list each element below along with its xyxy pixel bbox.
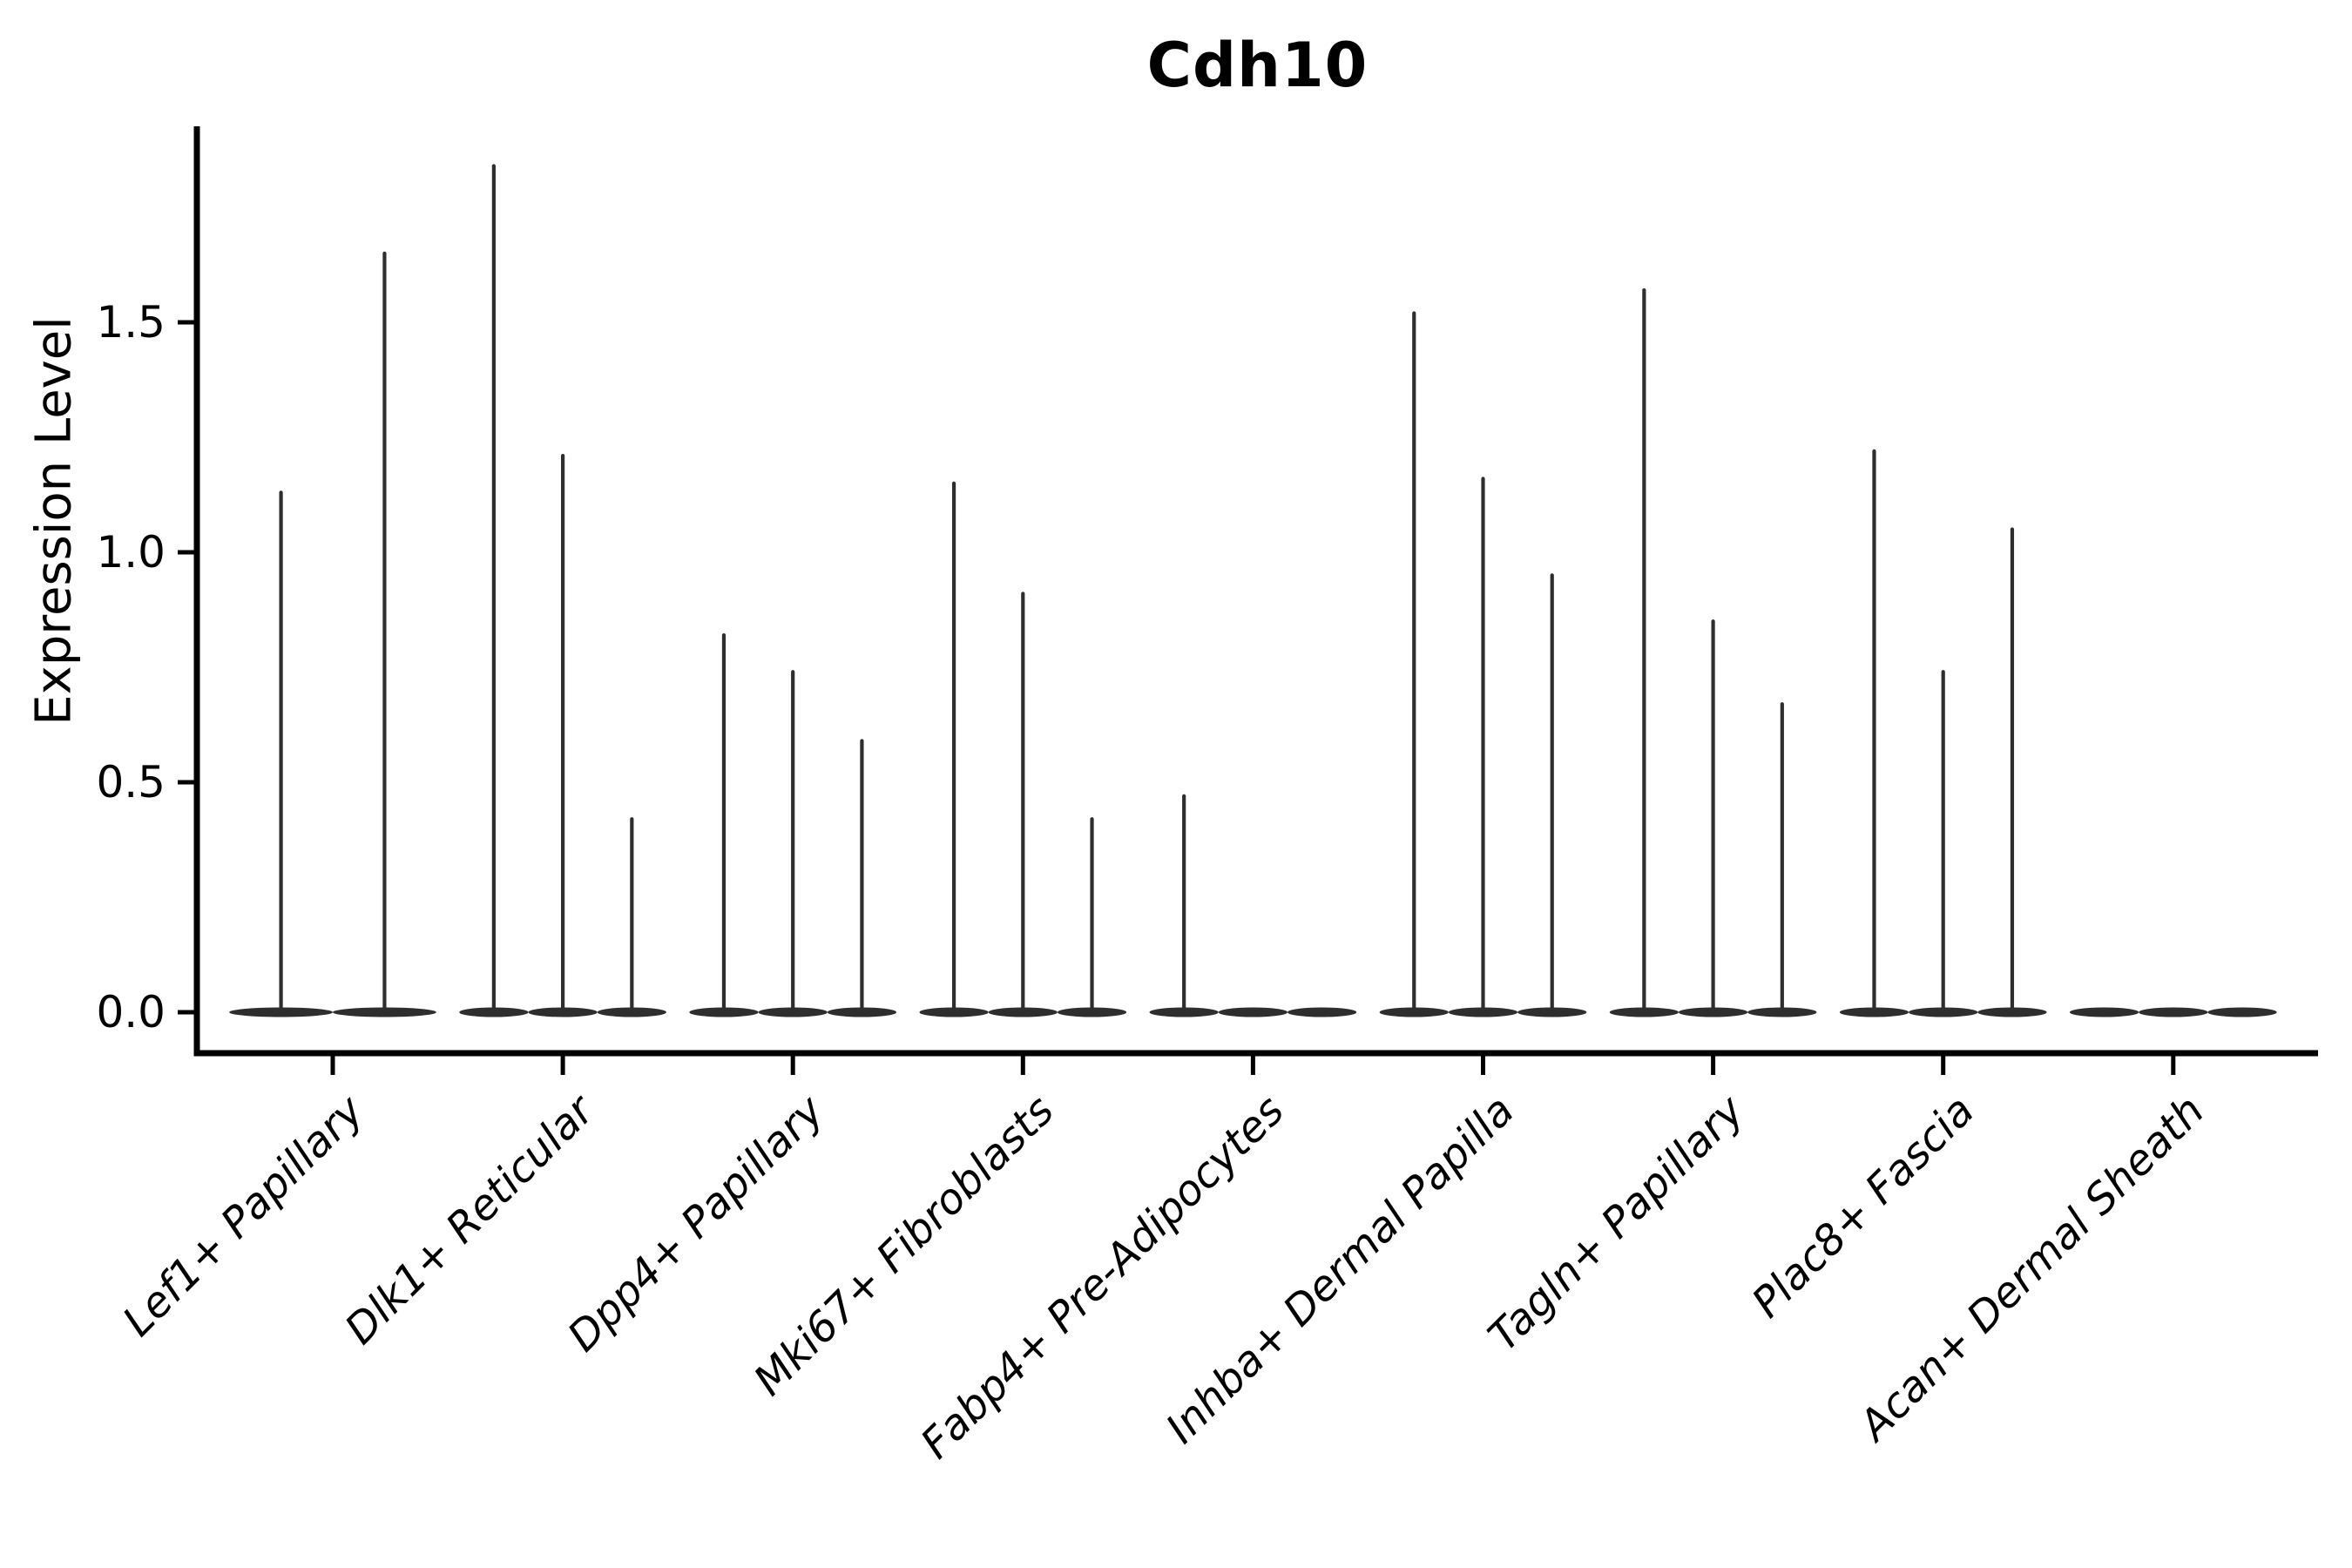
y-tick-label: 0.0: [96, 987, 166, 1037]
violin-body: [2069, 1007, 2139, 1017]
y-tick-label: 1.5: [96, 297, 166, 348]
x-tick-label: Dpp4+ Papillary: [558, 1085, 834, 1361]
x-tick-label: Dlk1+ Reticular: [335, 1085, 605, 1355]
y-tick-label: 0.5: [96, 757, 166, 808]
x-tick-label: Lef1+ Papillary: [113, 1085, 374, 1346]
plot-title: Cdh10: [1146, 30, 1369, 101]
y-tick-label: 1.0: [96, 527, 166, 578]
violin-body: [2139, 1007, 2208, 1017]
violin-body: [2207, 1007, 2277, 1017]
x-tick-label: Fabp4+ Pre-Adipocytes: [911, 1086, 1294, 1469]
violin-body: [1288, 1007, 1357, 1017]
violin-body: [1218, 1007, 1288, 1017]
x-tick-label: Plac8+ Fascia: [1743, 1086, 1984, 1328]
x-tick-label: Tagln+ Papillary: [1479, 1085, 1754, 1361]
